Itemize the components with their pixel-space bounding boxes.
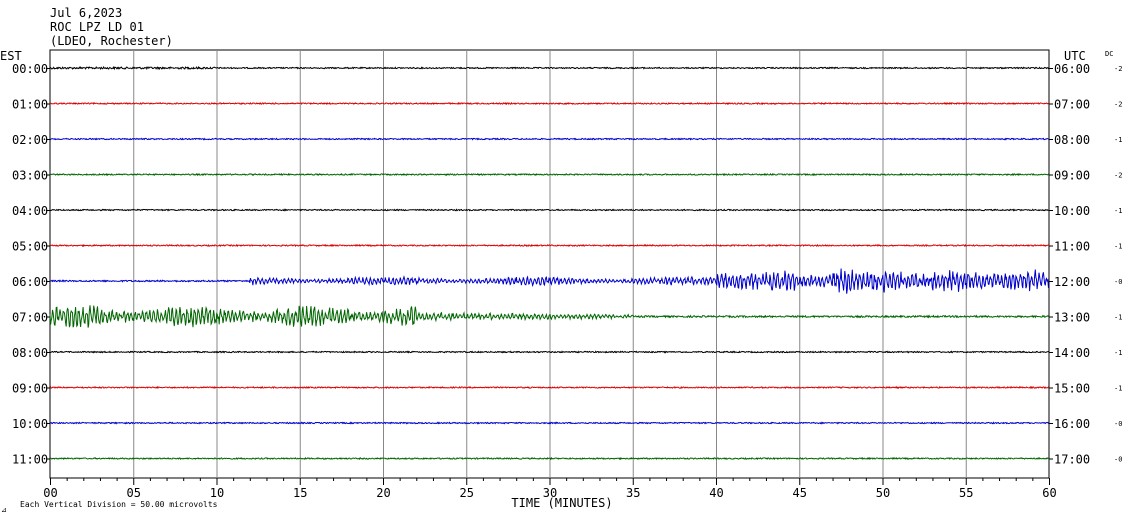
trace-0500 <box>49 243 1050 248</box>
x-tick-label: 40 <box>709 486 723 500</box>
dc-value: -2 <box>1114 172 1122 180</box>
x-tick-label: 15 <box>293 486 307 500</box>
utc-time-label: 16:00 <box>1054 417 1090 431</box>
utc-time-label: 12:00 <box>1054 275 1090 289</box>
trace-1000 <box>49 421 1050 425</box>
dc-value: -0 <box>1114 278 1122 286</box>
x-tick-label: 00 <box>43 486 57 500</box>
trace-1100 <box>49 456 1050 461</box>
est-time-label: 09:00 <box>12 382 48 396</box>
est-time-label: 06:00 <box>12 275 48 289</box>
chart-grid <box>46 49 1053 485</box>
utc-time-label: 10:00 <box>1054 204 1090 218</box>
x-tick-label: 60 <box>1042 486 1056 500</box>
dc-value: -1 <box>1114 207 1122 215</box>
dc-value: -1 <box>1114 136 1122 144</box>
x-tick-label: 20 <box>376 486 390 500</box>
date-label: Jul 6,2023 <box>50 6 123 20</box>
utc-time-label: 15:00 <box>1054 382 1090 396</box>
corner-mark: ⊿ <box>1 506 7 514</box>
dc-value: -2 <box>1114 65 1122 73</box>
dc-label: DC <box>1105 50 1113 58</box>
x-axis-title: TIME (MINUTES) <box>511 496 612 510</box>
trace-0800 <box>50 350 1050 354</box>
est-time-label: 00:00 <box>12 62 48 76</box>
x-tick-label: 10 <box>210 486 224 500</box>
utc-time-label: 14:00 <box>1054 346 1090 360</box>
est-label: EST <box>0 49 22 63</box>
dc-value: -1 <box>1114 243 1122 251</box>
utc-time-label: 13:00 <box>1054 311 1090 325</box>
scale-note: Each Vertical Division = 50.00 microvolt… <box>20 500 218 509</box>
dc-value: -2 <box>1114 101 1122 109</box>
location-label: (LDEO, Rochester) <box>50 34 173 48</box>
x-tick-label: 55 <box>959 486 973 500</box>
utc-time-label: 17:00 <box>1054 453 1090 467</box>
station-label: ROC LPZ LD 01 <box>50 20 144 34</box>
est-time-label: 07:00 <box>12 311 48 325</box>
x-tick-label: 05 <box>127 486 141 500</box>
utc-time-label: 09:00 <box>1054 169 1090 183</box>
utc-time-label: 07:00 <box>1054 98 1090 112</box>
est-time-label: 04:00 <box>12 204 48 218</box>
est-time-label: 05:00 <box>12 240 48 254</box>
x-tick-label: 45 <box>793 486 807 500</box>
dc-value: -1 <box>1114 314 1122 322</box>
dc-value: -0 <box>1114 456 1122 464</box>
est-time-label: 03:00 <box>12 169 48 183</box>
utc-time-label: 08:00 <box>1054 133 1090 147</box>
dc-value: -0 <box>1114 420 1122 428</box>
trace-0900 <box>49 385 1050 390</box>
est-time-label: 11:00 <box>12 453 48 467</box>
x-tick-label: 25 <box>460 486 474 500</box>
trace-0700 <box>49 305 1050 328</box>
dc-value: -1 <box>1114 385 1122 393</box>
est-time-label: 08:00 <box>12 346 48 360</box>
x-tick-label: 50 <box>876 486 890 500</box>
est-time-label: 02:00 <box>12 133 48 147</box>
utc-time-label: 11:00 <box>1054 240 1090 254</box>
trace-0000 <box>49 65 1050 71</box>
est-time-label: 01:00 <box>12 98 48 112</box>
x-tick-label: 35 <box>626 486 640 500</box>
trace-0600 <box>49 268 1050 294</box>
trace-0100 <box>49 101 1050 106</box>
x-tick-label: 30 <box>543 486 557 500</box>
chart-labels: 00 05 10 15 20 25 30 35 40 45 50 55 60 EST UTC DC TIME (… <box>0 49 1122 514</box>
seismogram-traces <box>49 65 1050 461</box>
est-time-label: 10:00 <box>12 417 48 431</box>
trace-0300 <box>49 172 1050 177</box>
dc-value: -1 <box>1114 349 1122 357</box>
utc-time-label: 06:00 <box>1054 62 1090 76</box>
utc-label: UTC <box>1064 49 1086 63</box>
trace-0200 <box>49 137 1050 141</box>
trace-0400 <box>49 208 1050 212</box>
